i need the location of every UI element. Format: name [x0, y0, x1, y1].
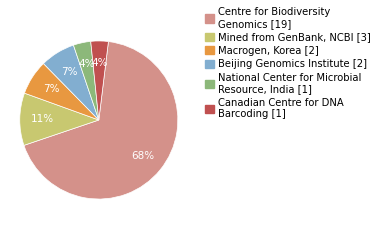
Wedge shape	[73, 41, 99, 120]
Wedge shape	[24, 42, 178, 199]
Text: 11%: 11%	[30, 114, 54, 124]
Legend: Centre for Biodiversity
Genomics [19], Mined from GenBank, NCBI [3], Macrogen, K: Centre for Biodiversity Genomics [19], M…	[203, 5, 372, 121]
Wedge shape	[43, 45, 99, 120]
Text: 4%: 4%	[91, 58, 108, 68]
Text: 68%: 68%	[131, 151, 155, 161]
Wedge shape	[91, 41, 108, 120]
Text: 7%: 7%	[43, 84, 59, 94]
Text: 7%: 7%	[61, 66, 77, 77]
Text: 4%: 4%	[78, 59, 95, 69]
Wedge shape	[20, 93, 99, 145]
Wedge shape	[24, 64, 99, 120]
